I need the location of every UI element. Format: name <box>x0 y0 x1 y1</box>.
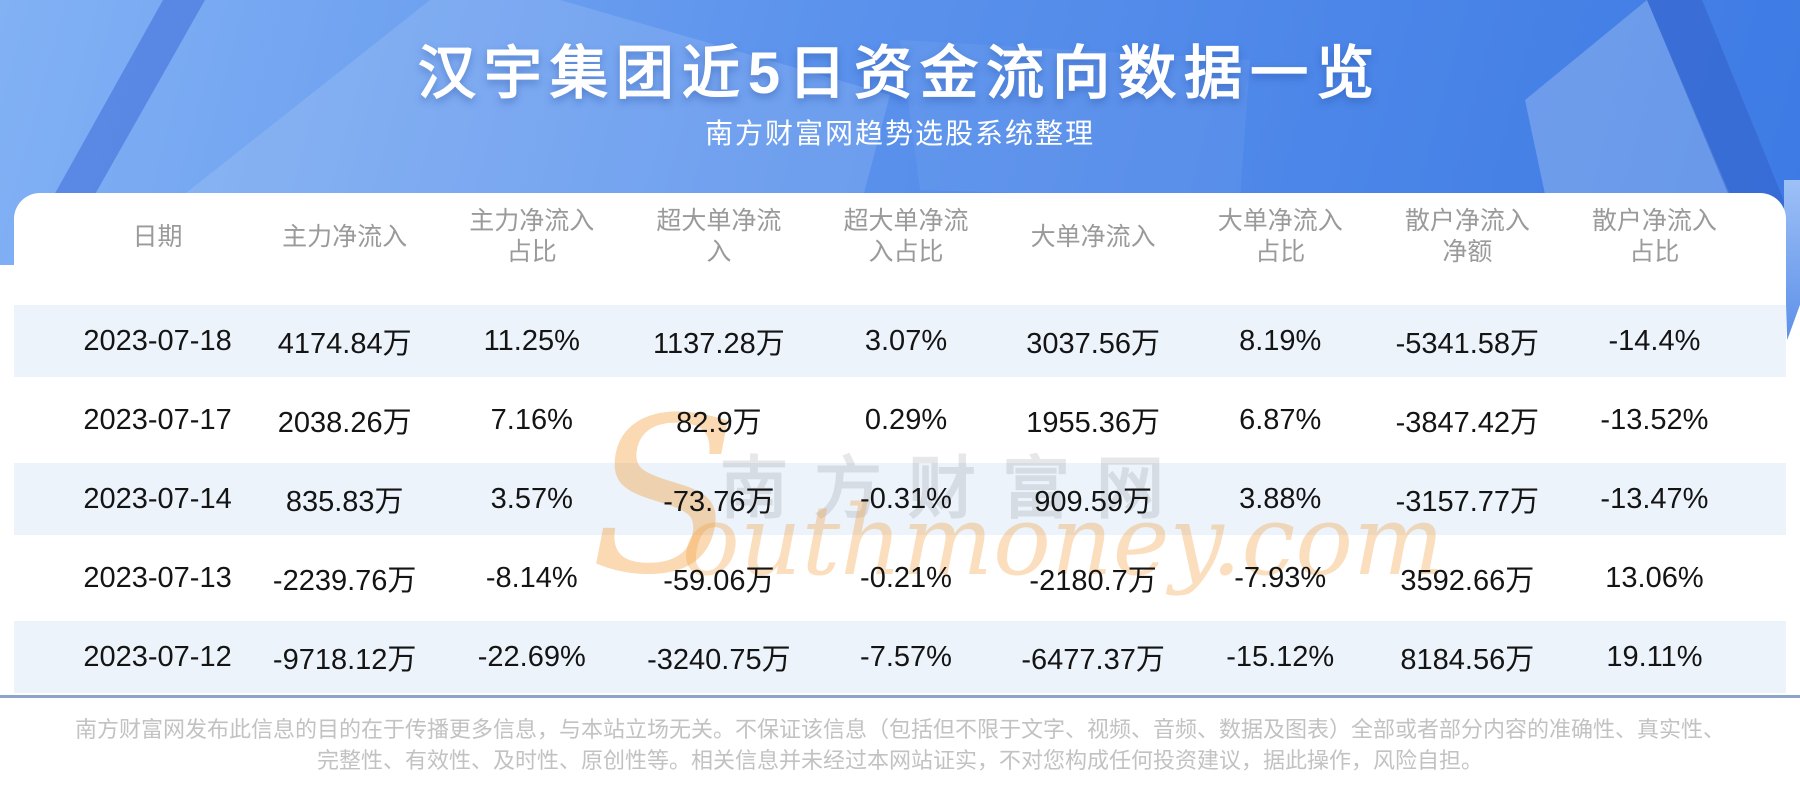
table-cell: -7.93% <box>1234 561 1327 594</box>
column-header-large-net-inflow-ratio: 大单净流入 占比 <box>1217 207 1343 266</box>
table-cell-date: 2023-07-12 <box>83 640 232 673</box>
table-row: 2023-07-17 2038.26万 7.16% 82.9万 0.29% 19… <box>64 384 1748 456</box>
page-subtitle: 南方财富网趋势选股系统整理 <box>704 118 1095 149</box>
table-header-row: 日期 主力净流入 主力净流入 占比 超大单净流 入 超大单净流 入占比 大单净流… <box>64 193 1748 305</box>
table-cell: 82.9万 <box>676 407 762 439</box>
table-cell: -22.69% <box>477 640 586 673</box>
table-cell: -73.76万 <box>663 486 775 518</box>
table-cell: -0.21% <box>860 561 952 594</box>
table-cell: -2180.7万 <box>1029 565 1157 597</box>
table-cell: -2239.76万 <box>272 565 417 597</box>
table-cell-date: 2023-07-14 <box>83 482 232 515</box>
table-cell: 3.57% <box>490 482 573 515</box>
table-cell: -14.4% <box>1608 324 1701 357</box>
table-cell: -7.57% <box>860 640 952 673</box>
table-cell: -3847.42万 <box>1395 407 1540 439</box>
decor-glow-center <box>900 40 1250 200</box>
row-stripe <box>14 463 1786 535</box>
table-cell: 2038.26万 <box>277 407 412 439</box>
table-cell: 19.11% <box>1606 640 1703 673</box>
table-cell: -3157.77万 <box>1395 486 1540 518</box>
table-cell: -13.52% <box>1600 403 1709 436</box>
table-cell: -13.47% <box>1600 482 1709 515</box>
column-header-super-large-net-inflow: 超大单净流 入 <box>656 207 782 266</box>
table-cell: -0.31% <box>860 482 952 515</box>
row-stripe <box>14 305 1786 377</box>
column-header-retail-net-inflow: 散户净流入 净额 <box>1404 207 1530 266</box>
table-cell: 835.83万 <box>285 486 404 518</box>
fund-flow-table: 日期 主力净流入 主力净流入 占比 超大单净流 入 超大单净流 入占比 大单净流… <box>14 193 1786 693</box>
table-cell: 1955.36万 <box>1026 407 1161 439</box>
table-row: 2023-07-14 835.83万 3.57% -73.76万 -0.31% … <box>64 463 1748 535</box>
table-cell: 7.16% <box>490 403 573 436</box>
table-cell: 8184.56万 <box>1400 644 1535 676</box>
table-cell: 3.07% <box>864 324 948 357</box>
column-header-main-net-inflow: 主力净流入 <box>282 222 408 251</box>
table-cell: 4174.84万 <box>277 328 412 360</box>
decor-wedge-right-tail <box>1784 180 1800 340</box>
table-cell: 13.06% <box>1605 561 1704 594</box>
table-cell: 3.88% <box>1239 482 1322 515</box>
table-cell-date: 2023-07-17 <box>83 403 232 436</box>
table-cell: 909.59万 <box>1034 486 1152 518</box>
table-row: 2023-07-18 4174.84万 11.25% 1137.28万 3.07… <box>64 305 1748 377</box>
table-cell: 1137.28万 <box>653 328 785 360</box>
column-header-date: 日期 <box>132 222 183 251</box>
table-cell: -9718.12万 <box>272 644 417 676</box>
disclaimer-line-2: 完整性、有效性、及时性、原创性等。相关信息并未经过本网站证实，不对您构成任何投资… <box>316 748 1483 773</box>
column-header-large-net-inflow: 大单净流入 <box>1030 222 1156 251</box>
table-cell: -59.06万 <box>663 565 775 597</box>
table-row: 2023-07-13 -2239.76万 -8.14% -59.06万 -0.2… <box>64 542 1748 614</box>
table-cell: -3240.75万 <box>647 644 791 676</box>
table-cell: 6.87% <box>1239 403 1322 436</box>
table-cell: -6477.37万 <box>1021 644 1165 676</box>
table-cell-date: 2023-07-13 <box>83 561 232 594</box>
column-header-main-net-inflow-ratio: 主力净流入 占比 <box>469 207 595 266</box>
table-cell: 3037.56万 <box>1026 328 1161 360</box>
disclaimer-line-1: 南方财富网发布此信息的目的在于传播更多信息，与本站立场无关。不保证该信息（包括但… <box>74 717 1725 742</box>
table-cell: -15.12% <box>1226 640 1335 673</box>
disclaimer-text: 南方财富网发布此信息的目的在于传播更多信息，与本站立场无关。不保证该信息（包括但… <box>0 714 1800 776</box>
table-cell: 3592.66万 <box>1400 565 1535 597</box>
table-cell: 8.19% <box>1239 324 1322 357</box>
table-cell: -8.14% <box>485 561 578 594</box>
column-header-retail-net-inflow-ratio: 散户净流入 占比 <box>1591 207 1717 266</box>
table-cell-date: 2023-07-18 <box>83 324 232 357</box>
column-header-super-large-net-inflow-ratio: 超大单净流 入占比 <box>843 207 969 266</box>
row-stripe <box>14 621 1786 693</box>
page-title: 汉宇集团近5日资金流向数据一览 <box>417 41 1383 106</box>
table-cell: 0.29% <box>864 403 948 436</box>
table-cell: 11.25% <box>483 324 580 357</box>
table-cell: -5341.58万 <box>1395 328 1540 360</box>
footer-divider <box>0 695 1800 698</box>
data-card: 南方财富网 S outhmoney.com 日期 主力净流入 主力净流入 占比 … <box>14 193 1786 800</box>
table-row: 2023-07-12 -9718.12万 -22.69% -3240.75万 -… <box>64 621 1748 693</box>
